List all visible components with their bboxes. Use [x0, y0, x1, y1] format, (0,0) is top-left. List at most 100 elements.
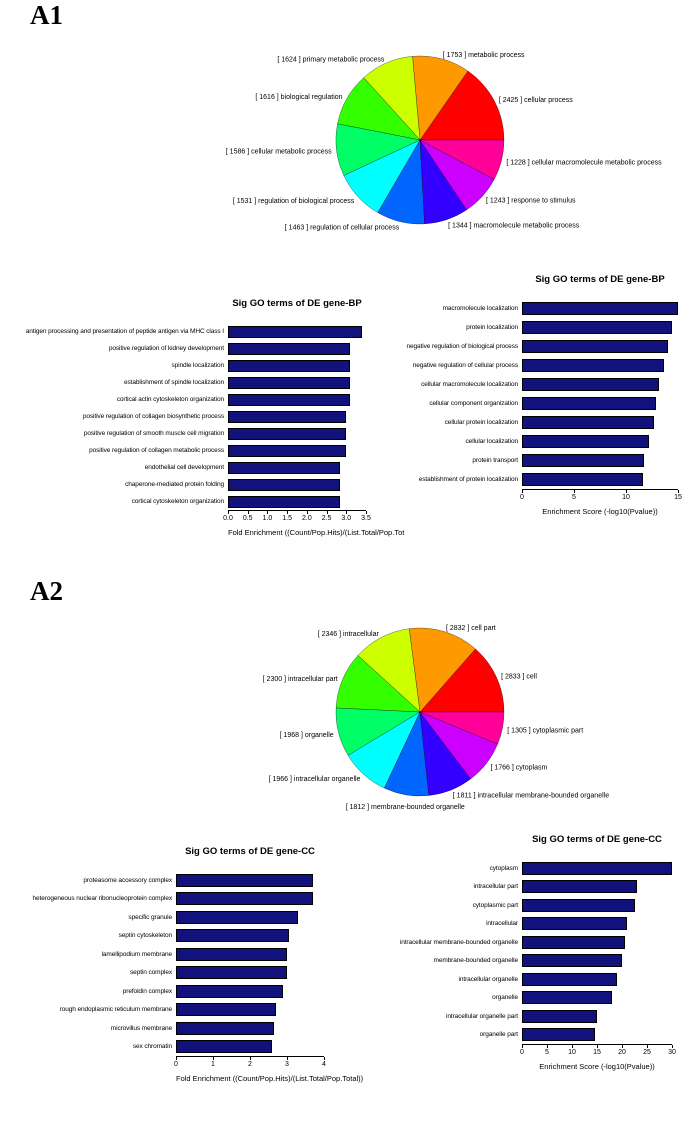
pie-slice-label: [ 2346 ] intracellular: [318, 631, 380, 638]
bar-category-label: rough endoplasmic reticulum membrane: [59, 1006, 172, 1014]
bar-category-label: negative regulation of biological proces…: [406, 343, 518, 350]
chart-title: Sig GO terms of DE gene-BP: [232, 298, 362, 309]
bar-category-label: cytoplasmic part: [472, 901, 518, 909]
bar: [228, 461, 341, 474]
bar-category-label: establishment of spindle localization: [124, 379, 224, 386]
bar-category-label: protein transport: [472, 457, 518, 464]
pie-chart-go-bp: [ 2425 ] cellular process [ 1753 ] metabo…: [0, 22, 686, 267]
bar-track: [228, 442, 366, 459]
bar: [522, 954, 622, 968]
pie-slice-label: [ 1811 ] intracellular membrane-bounded …: [453, 793, 609, 800]
bar-track: [522, 394, 678, 413]
bar-category-label: membrane-bounded organelle: [433, 957, 519, 965]
x-axis-tick: [346, 511, 348, 514]
chart-title: Sig GO terms of DE gene-BP: [535, 274, 665, 285]
bar-track: [522, 878, 672, 897]
bar-track: [228, 408, 366, 425]
x-tick-label: 20: [618, 1049, 626, 1056]
bar: [522, 861, 672, 875]
x-tick-label: 5: [545, 1049, 549, 1056]
pie-slice-label: [ 1616 ] biological regulation: [255, 94, 342, 101]
bar-row: cytoplasmic part: [376, 896, 672, 915]
bar-track: [522, 1026, 672, 1045]
pie-slice: [419, 648, 505, 713]
bar-track: [522, 375, 678, 394]
bar-track: [522, 299, 678, 318]
x-axis-tick: [647, 1045, 648, 1048]
bar: [522, 435, 649, 448]
bar-category-label: proteasome accessory complex: [83, 876, 172, 884]
x-axis: 0 1 2 3 4: [174, 1056, 326, 1070]
x-axis-tick: [326, 511, 328, 514]
pie-slice-label: [ 1753 ] metabolic process: [443, 52, 525, 59]
bar: [228, 444, 347, 457]
bar-category-label: cellular macromolecule localization: [421, 381, 518, 388]
bar-track: [522, 318, 678, 337]
bar-row: intracellular organelle: [376, 970, 672, 989]
bar-category-label: chaperone-mediated protein folding: [125, 481, 224, 488]
x-axis-tick: [287, 511, 289, 514]
bar: [176, 1021, 275, 1035]
bar-track: [522, 933, 672, 952]
bar-row: protein localization: [388, 318, 678, 337]
bar: [176, 984, 284, 998]
x-axis-tick: [572, 1045, 573, 1048]
bar-row: cytoplasm: [376, 859, 672, 878]
bar-category-label: intracellular: [486, 920, 518, 928]
bar: [522, 991, 612, 1005]
bar-category-label: organelle: [492, 994, 518, 1002]
bar: [522, 416, 655, 429]
bar-row: establishment of protein localization: [388, 470, 678, 489]
bar-category-label: positive regulation of smooth muscle cel…: [83, 430, 224, 437]
x-axis-tick: [622, 1045, 623, 1048]
bar-row: cortical cytoskeleton organization: [4, 493, 366, 510]
pie-slice-label: [ 2425 ] cellular process: [499, 97, 573, 104]
x-axis-tick: [522, 1045, 523, 1048]
bar-track: [228, 459, 366, 476]
bar-row: protein transport: [388, 451, 678, 470]
pie-slice-label: [ 1624 ] primary metabolic process: [277, 56, 384, 63]
x-tick-label: 30: [668, 1049, 676, 1056]
bar-row: cellular macromolecule localization: [388, 375, 678, 394]
x-tick-label: 0: [520, 494, 524, 501]
bar-row: rough endoplasmic reticulum membrane: [8, 1001, 324, 1020]
bar: [176, 947, 287, 961]
bar-category-label: establishment of protein localization: [418, 476, 518, 483]
pie-slice: [409, 627, 476, 713]
bar-category-label: organelle part: [479, 1031, 518, 1039]
x-axis-tick: [228, 511, 229, 514]
x-axis-tick: [672, 1045, 673, 1048]
bar: [176, 1003, 276, 1017]
x-axis-row: 0 5 10 15 20 25 30: [376, 1044, 676, 1058]
x-axis-tick: [574, 490, 575, 493]
x-axis-tick: [366, 511, 367, 514]
pie-svg: [ 2833 ] cell [ 2832 ] cell part [ 2346 ] …: [263, 625, 610, 811]
bar-track: [522, 451, 678, 470]
x-tick-label: 10: [568, 1049, 576, 1056]
bar-category-label: negative regulation of cellular process: [412, 362, 518, 369]
bar-row: positive regulation of kidney developmen…: [4, 340, 366, 357]
bar: [176, 910, 299, 924]
bar-category-label: cortical actin cytoskeleton organization: [116, 396, 224, 403]
bar: [522, 359, 665, 372]
bar-category-label: spindle localization: [171, 362, 224, 369]
pie-slice-label: [ 1968 ] organelle: [280, 732, 334, 739]
bar-category-label: lamellipodium membrane: [101, 950, 173, 958]
x-axis-tick: [306, 511, 308, 514]
bar-row: negative regulation of biological proces…: [388, 337, 678, 356]
bar: [522, 473, 643, 486]
bar-row: chaperone-mediated protein folding: [4, 476, 366, 493]
bar-track: [176, 890, 324, 909]
x-tick-label: 0: [174, 1061, 178, 1068]
x-tick-label: 15: [593, 1049, 601, 1056]
bar-track: [176, 982, 324, 1001]
x-tick-label: 10: [622, 494, 630, 501]
bar-category-label: cytoplasm: [489, 864, 518, 872]
bar-row: intracellular part: [376, 878, 672, 897]
pie-slice-label: [ 1344 ] macromolecule metabolic process: [448, 222, 580, 229]
bar-category-label: endothelial cell development: [144, 464, 224, 471]
bar-track: [522, 413, 678, 432]
bar-category-label: positive regulation of kidney developmen…: [108, 345, 224, 352]
x-tick-label: 3: [285, 1061, 289, 1068]
pie-slice-label: [ 1305 ] cytoplasmic part: [507, 727, 583, 734]
